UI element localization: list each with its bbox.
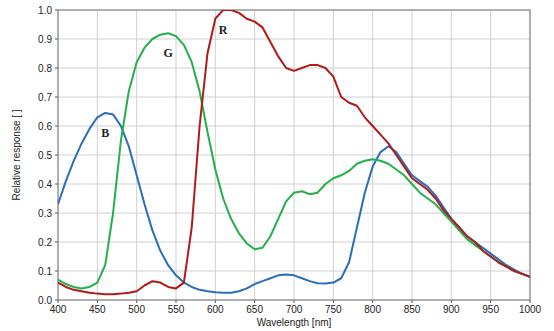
x-tick-label: 1000 [519,304,542,315]
x-tick-label: 950 [482,304,499,315]
y-tick-label: 1.0 [38,5,52,16]
y-tick-label: 0.4 [38,179,52,190]
series-labels: B G R [101,23,228,140]
x-tick-label: 750 [325,304,342,315]
x-tick-label: 600 [207,304,224,315]
y-grid-line [58,39,530,40]
series-line [58,113,530,293]
y-tick-label: 0.3 [38,208,52,219]
y-tick-label: 0.5 [38,150,52,161]
y-axis-label: Relative response [ ] [11,109,22,200]
y-tick-label: 0.2 [38,237,52,248]
y-tick-label: 0.7 [38,92,52,103]
x-tick-label: 700 [286,304,303,315]
x-tick-label: 400 [50,304,67,315]
x-tick-label: 900 [443,304,460,315]
series-label: R [219,23,228,37]
x-tick-label: 550 [168,304,185,315]
y-grid-line [58,213,530,214]
y-grid-line [58,242,530,243]
x-tick-label: 800 [364,304,381,315]
x-tick-label: 500 [128,304,145,315]
grid [58,10,530,300]
y-tick-label: 0.8 [38,63,52,74]
y-grid-line [58,271,530,272]
axes: 400 450 500 550 600 650 700 750 800 850 900 950 1000… [11,5,542,329]
y-grid-line [58,155,530,156]
y-tick-label: 0.1 [38,266,52,277]
x-tick-label: 650 [246,304,263,315]
y-tick-label: 0.9 [38,34,52,45]
series-label: G [163,46,172,60]
series-label: B [101,126,109,140]
x-tick-label: 450 [89,304,106,315]
y-grid-line [58,126,530,127]
y-tick-label: 0.6 [38,121,52,132]
y-tick-label: 0.0 [38,295,52,306]
plot-frame [58,10,530,300]
series-line [58,10,530,294]
x-axis-label: Wavelength [nm] [257,317,332,328]
y-grid-line [58,68,530,69]
series-group [58,10,530,294]
x-tick-label: 850 [404,304,421,315]
y-grid-line [58,184,530,185]
chart: 400 450 500 550 600 650 700 750 800 850 900 950 1000… [0,0,554,331]
